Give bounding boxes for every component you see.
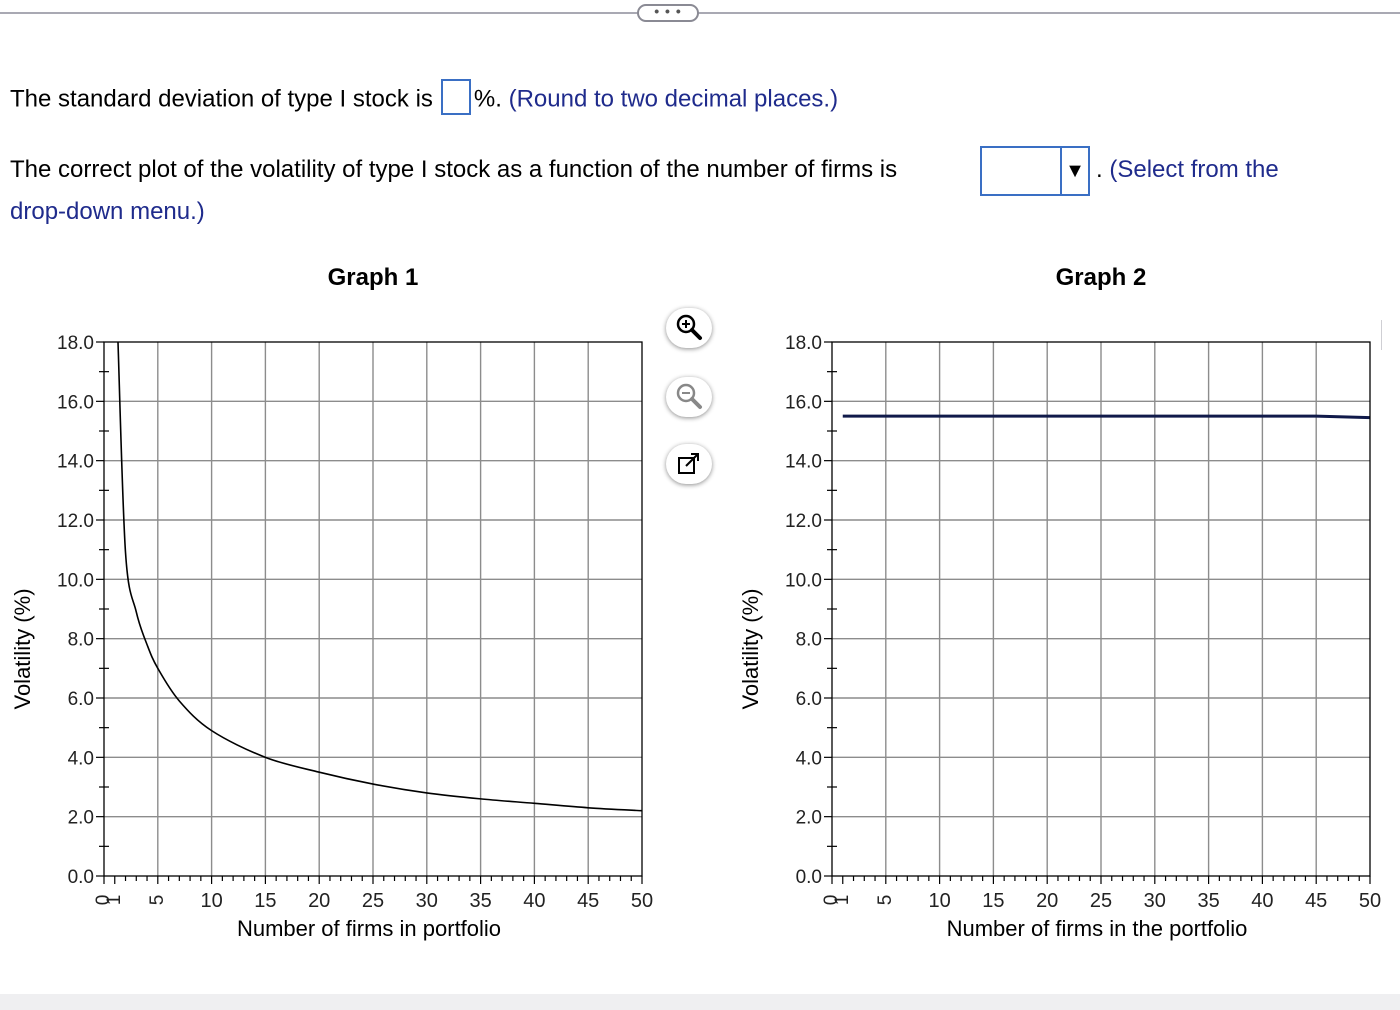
popout-icon bbox=[678, 453, 699, 474]
percent-suffix: %. bbox=[473, 85, 502, 113]
graph-2-plot-area bbox=[831, 341, 1371, 877]
select-hint-part1: (Select from the bbox=[1109, 156, 1279, 183]
x-tick-label: 25 bbox=[1090, 890, 1112, 912]
graph-1-title: Graph 1 bbox=[328, 264, 419, 291]
top-divider bbox=[0, 12, 1400, 14]
graph-2-volatility-line bbox=[842, 414, 1371, 420]
graph-2-y-axis-label: Volatility (%) bbox=[738, 588, 763, 709]
y-tick-label: 18.0 bbox=[57, 333, 94, 354]
x-tick-label: 1 bbox=[104, 895, 125, 906]
x-tick-label: 10 bbox=[928, 890, 950, 912]
graph-1: 0.02.04.06.08.010.012.014.016.018.001 5 10… bbox=[10, 264, 653, 941]
y-tick-label: 14.0 bbox=[57, 452, 94, 473]
x-tick-label: 0 bbox=[821, 895, 842, 906]
y-tick-label: 12.0 bbox=[785, 511, 822, 532]
y-tick-label: 10.0 bbox=[57, 570, 94, 591]
x-tick-label: 15 bbox=[982, 890, 1004, 912]
y-tick-label: 2.0 bbox=[68, 808, 94, 829]
x-tick-label: 0 bbox=[93, 895, 114, 906]
x-tick-label: 40 bbox=[523, 890, 545, 912]
x-tick-label: 35 bbox=[469, 890, 491, 912]
select-hint-part2: drop-down menu.) bbox=[10, 198, 205, 225]
zoom-in-button[interactable] bbox=[666, 308, 712, 348]
graph-1-y-axis-label: Volatility (%) bbox=[10, 588, 35, 709]
x-tick-label: 20 bbox=[308, 890, 330, 912]
x-tick-label: 1 bbox=[832, 895, 853, 906]
graph-1-volatility-curve bbox=[117, 341, 643, 812]
question-2-hint-line: . (Select from the bbox=[1096, 156, 1279, 184]
graph-2-title: Graph 2 bbox=[1056, 264, 1147, 291]
x-tick-label: 50 bbox=[1359, 890, 1381, 912]
std-dev-answer-input[interactable] bbox=[440, 79, 471, 115]
y-tick-label: 18.0 bbox=[785, 333, 822, 354]
y-tick-label: 8.0 bbox=[796, 630, 822, 651]
x-tick-label: 25 bbox=[362, 890, 384, 912]
question-2-text: The correct plot of the volatility of ty… bbox=[10, 156, 898, 183]
y-tick-label: 16.0 bbox=[785, 392, 822, 413]
y-tick-label: 6.0 bbox=[796, 689, 822, 710]
round-hint: (Round to two decimal places.) bbox=[508, 85, 839, 113]
y-tick-label: 0.0 bbox=[796, 867, 822, 888]
x-tick-label: 40 bbox=[1251, 890, 1273, 912]
question-1-text: The standard deviation of type I stock i… bbox=[10, 85, 433, 113]
plot-select-dropdown[interactable]: ▼ bbox=[980, 146, 1090, 196]
popout-button[interactable] bbox=[666, 444, 712, 484]
y-tick-label: 10.0 bbox=[785, 570, 822, 591]
x-tick-label: 30 bbox=[416, 890, 438, 912]
x-tick-label: 5 bbox=[147, 895, 168, 906]
y-tick-label: 8.0 bbox=[68, 630, 94, 651]
y-tick-label: 0.0 bbox=[68, 867, 94, 888]
zoom-out-button[interactable] bbox=[666, 377, 712, 417]
x-tick-label: 45 bbox=[1305, 890, 1327, 912]
bottom-band bbox=[0, 994, 1400, 1010]
y-tick-label: 6.0 bbox=[68, 689, 94, 710]
x-tick-label: 10 bbox=[200, 890, 222, 912]
zoom-in-icon bbox=[676, 314, 702, 340]
y-tick-label: 4.0 bbox=[68, 748, 94, 769]
question-1: The standard deviation of type I stock i… bbox=[10, 79, 839, 118]
x-tick-label: 5 bbox=[875, 895, 896, 906]
x-tick-label: 45 bbox=[577, 890, 599, 912]
y-tick-label: 2.0 bbox=[796, 808, 822, 829]
x-tick-label: 30 bbox=[1144, 890, 1166, 912]
y-tick-label: 14.0 bbox=[785, 452, 822, 473]
page-edge bbox=[1381, 320, 1400, 350]
x-tick-label: 35 bbox=[1197, 890, 1219, 912]
x-tick-label: 50 bbox=[631, 890, 653, 912]
y-tick-label: 12.0 bbox=[57, 511, 94, 532]
y-tick-label: 16.0 bbox=[57, 392, 94, 413]
y-tick-label: 4.0 bbox=[796, 748, 822, 769]
graph-1-plot-area bbox=[103, 341, 643, 877]
zoom-out-icon bbox=[676, 383, 702, 409]
expand-ellipsis-button[interactable]: • • • bbox=[637, 4, 699, 22]
graph-1-x-axis-label: Number of firms in portfolio bbox=[237, 916, 501, 941]
dropdown-arrow-icon[interactable]: ▼ bbox=[1060, 148, 1088, 194]
graph-2-x-axis-label: Number of firms in the portfolio bbox=[947, 916, 1248, 941]
x-tick-label: 20 bbox=[1036, 890, 1058, 912]
x-tick-label: 15 bbox=[254, 890, 276, 912]
question-2-period: . bbox=[1096, 156, 1103, 183]
